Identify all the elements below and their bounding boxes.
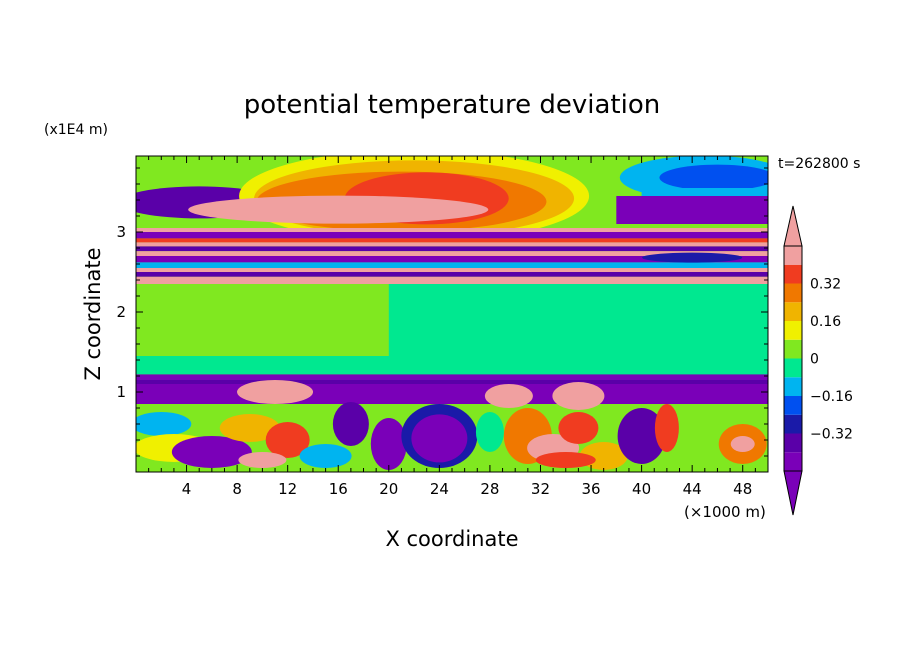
field-layer-3 — [136, 242, 768, 247]
field-layer-detail — [642, 252, 743, 263]
x-tick-label: 12 — [278, 480, 297, 498]
time-label: t=262800 s — [778, 156, 860, 172]
y-tick-label: 3 — [116, 223, 126, 241]
field-cold-cap-line — [136, 380, 768, 384]
field-eddy-6 — [332, 402, 369, 446]
x-tick-label: 8 — [232, 480, 242, 498]
field-layer-6 — [136, 256, 768, 263]
colorbar-swatch — [784, 339, 802, 359]
field-eddy-4 — [265, 422, 310, 458]
x-tick-label: 4 — [182, 480, 192, 498]
plot-area — [136, 156, 768, 472]
colorbar-swatch — [784, 358, 802, 378]
colorbar-extend-high — [783, 205, 803, 247]
x-tick-label: 40 — [632, 480, 651, 498]
field-plume-1 — [484, 384, 533, 408]
colorbar-label: −0.16 — [810, 389, 853, 405]
x-unit-label: (×1000 m) — [684, 503, 766, 521]
colorbar-swatch — [784, 433, 802, 453]
field-eddy-3 — [219, 414, 280, 442]
colorbar-extend-low — [783, 470, 803, 516]
colorbar-swatch — [784, 321, 802, 340]
field-eddy-2 — [171, 436, 252, 468]
colorbar-label: 0.16 — [810, 314, 841, 330]
field-eddy-19 — [730, 436, 755, 452]
field-eddy-9 — [411, 414, 468, 463]
x-tick-label: 36 — [581, 480, 600, 498]
field-layer-2 — [136, 238, 768, 243]
x-tick-label: 48 — [733, 480, 752, 498]
field-layer-9 — [136, 272, 768, 277]
colorbar-swatch — [784, 452, 802, 471]
field-eddy-20 — [238, 452, 287, 468]
field-layer-5 — [136, 251, 768, 256]
colorbar-label: 0.32 — [810, 277, 841, 293]
chart-title: potential temperature deviation — [244, 90, 660, 120]
colorbar-label: −0.32 — [810, 427, 853, 443]
field-layer-7 — [136, 262, 768, 268]
field-eddy-0 — [136, 412, 192, 436]
colorbar-swatch — [784, 246, 802, 265]
colorbar-swatch — [784, 283, 802, 303]
x-tick-label: 24 — [430, 480, 449, 498]
field-plume-0 — [237, 380, 314, 404]
field-eddy-15 — [617, 408, 666, 464]
field-eddy-16 — [654, 404, 679, 452]
field-layer-0 — [136, 228, 768, 232]
colorbar-swatch — [784, 396, 802, 415]
x-tick-label: 44 — [683, 480, 702, 498]
y-axis: 1 2 3 — [116, 167, 768, 457]
field-eddy-17 — [684, 432, 725, 464]
colorbar-frame — [783, 245, 803, 472]
colorbar: 0.32 0.16 0 −0.16 −0.32 — [783, 205, 853, 516]
field-eddy-7 — [370, 418, 407, 470]
field-layer-4 — [136, 246, 768, 252]
x-tick-label: 28 — [480, 480, 499, 498]
field-warm-dome-core — [188, 195, 489, 224]
field-upper-right-cold — [616, 196, 768, 224]
x-axis-label: X coordinate — [385, 527, 518, 551]
field-eddy-10 — [475, 412, 504, 452]
colorbar-swatch — [784, 302, 802, 321]
colorbar-swatch — [784, 264, 802, 284]
field-plume-2 — [552, 382, 605, 410]
x-tick-label: 32 — [531, 480, 550, 498]
field-layer-8 — [136, 268, 768, 272]
field-cold-cap — [136, 374, 768, 404]
colorbar-swatch — [784, 377, 802, 396]
field-eddy-21 — [535, 452, 596, 468]
x-axis: 4 8 12 16 20 24 28 32 36 40 44 48 — [148, 156, 756, 498]
colorbar-swatch — [784, 414, 802, 434]
y-tick-label: 2 — [116, 303, 126, 321]
field-mid-lower — [136, 356, 768, 375]
y-unit-label: (x1E4 m) — [44, 122, 108, 138]
field-eddy-5 — [299, 444, 352, 468]
x-tick-label: 16 — [329, 480, 348, 498]
field-layer-1 — [136, 232, 768, 239]
x-tick-label: 20 — [379, 480, 398, 498]
y-axis-label: Z coordinate — [81, 247, 105, 380]
field-eddy-13 — [558, 412, 599, 444]
field-layer-10 — [136, 276, 768, 284]
field-upper-right-band — [641, 188, 768, 196]
y-tick-label: 1 — [116, 383, 126, 401]
colorbar-label: 0 — [810, 352, 819, 368]
field-upper-cool-core — [659, 164, 768, 191]
